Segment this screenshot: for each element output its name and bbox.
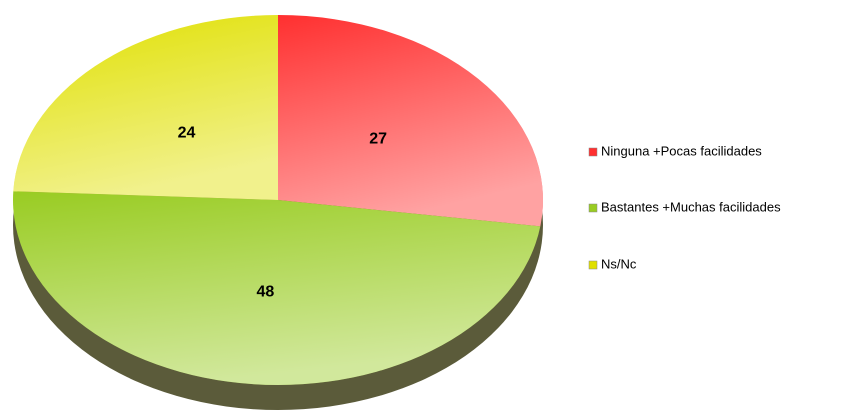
legend-label: Ninguna +Pocas facilidades [601, 143, 762, 158]
legend-label: Bastantes +Muchas facilidades [601, 199, 781, 214]
slice-shine [278, 15, 543, 227]
slice-label: 48 [257, 283, 275, 300]
legend-marker [588, 147, 598, 157]
slice-shine [13, 15, 279, 200]
slice-label: 27 [369, 131, 387, 148]
legend-marker [588, 203, 598, 213]
legend-marker [588, 260, 598, 270]
slice-label: 24 [178, 124, 196, 141]
legend-label: Ns/Nc [601, 256, 637, 271]
slice-shine [13, 191, 541, 385]
